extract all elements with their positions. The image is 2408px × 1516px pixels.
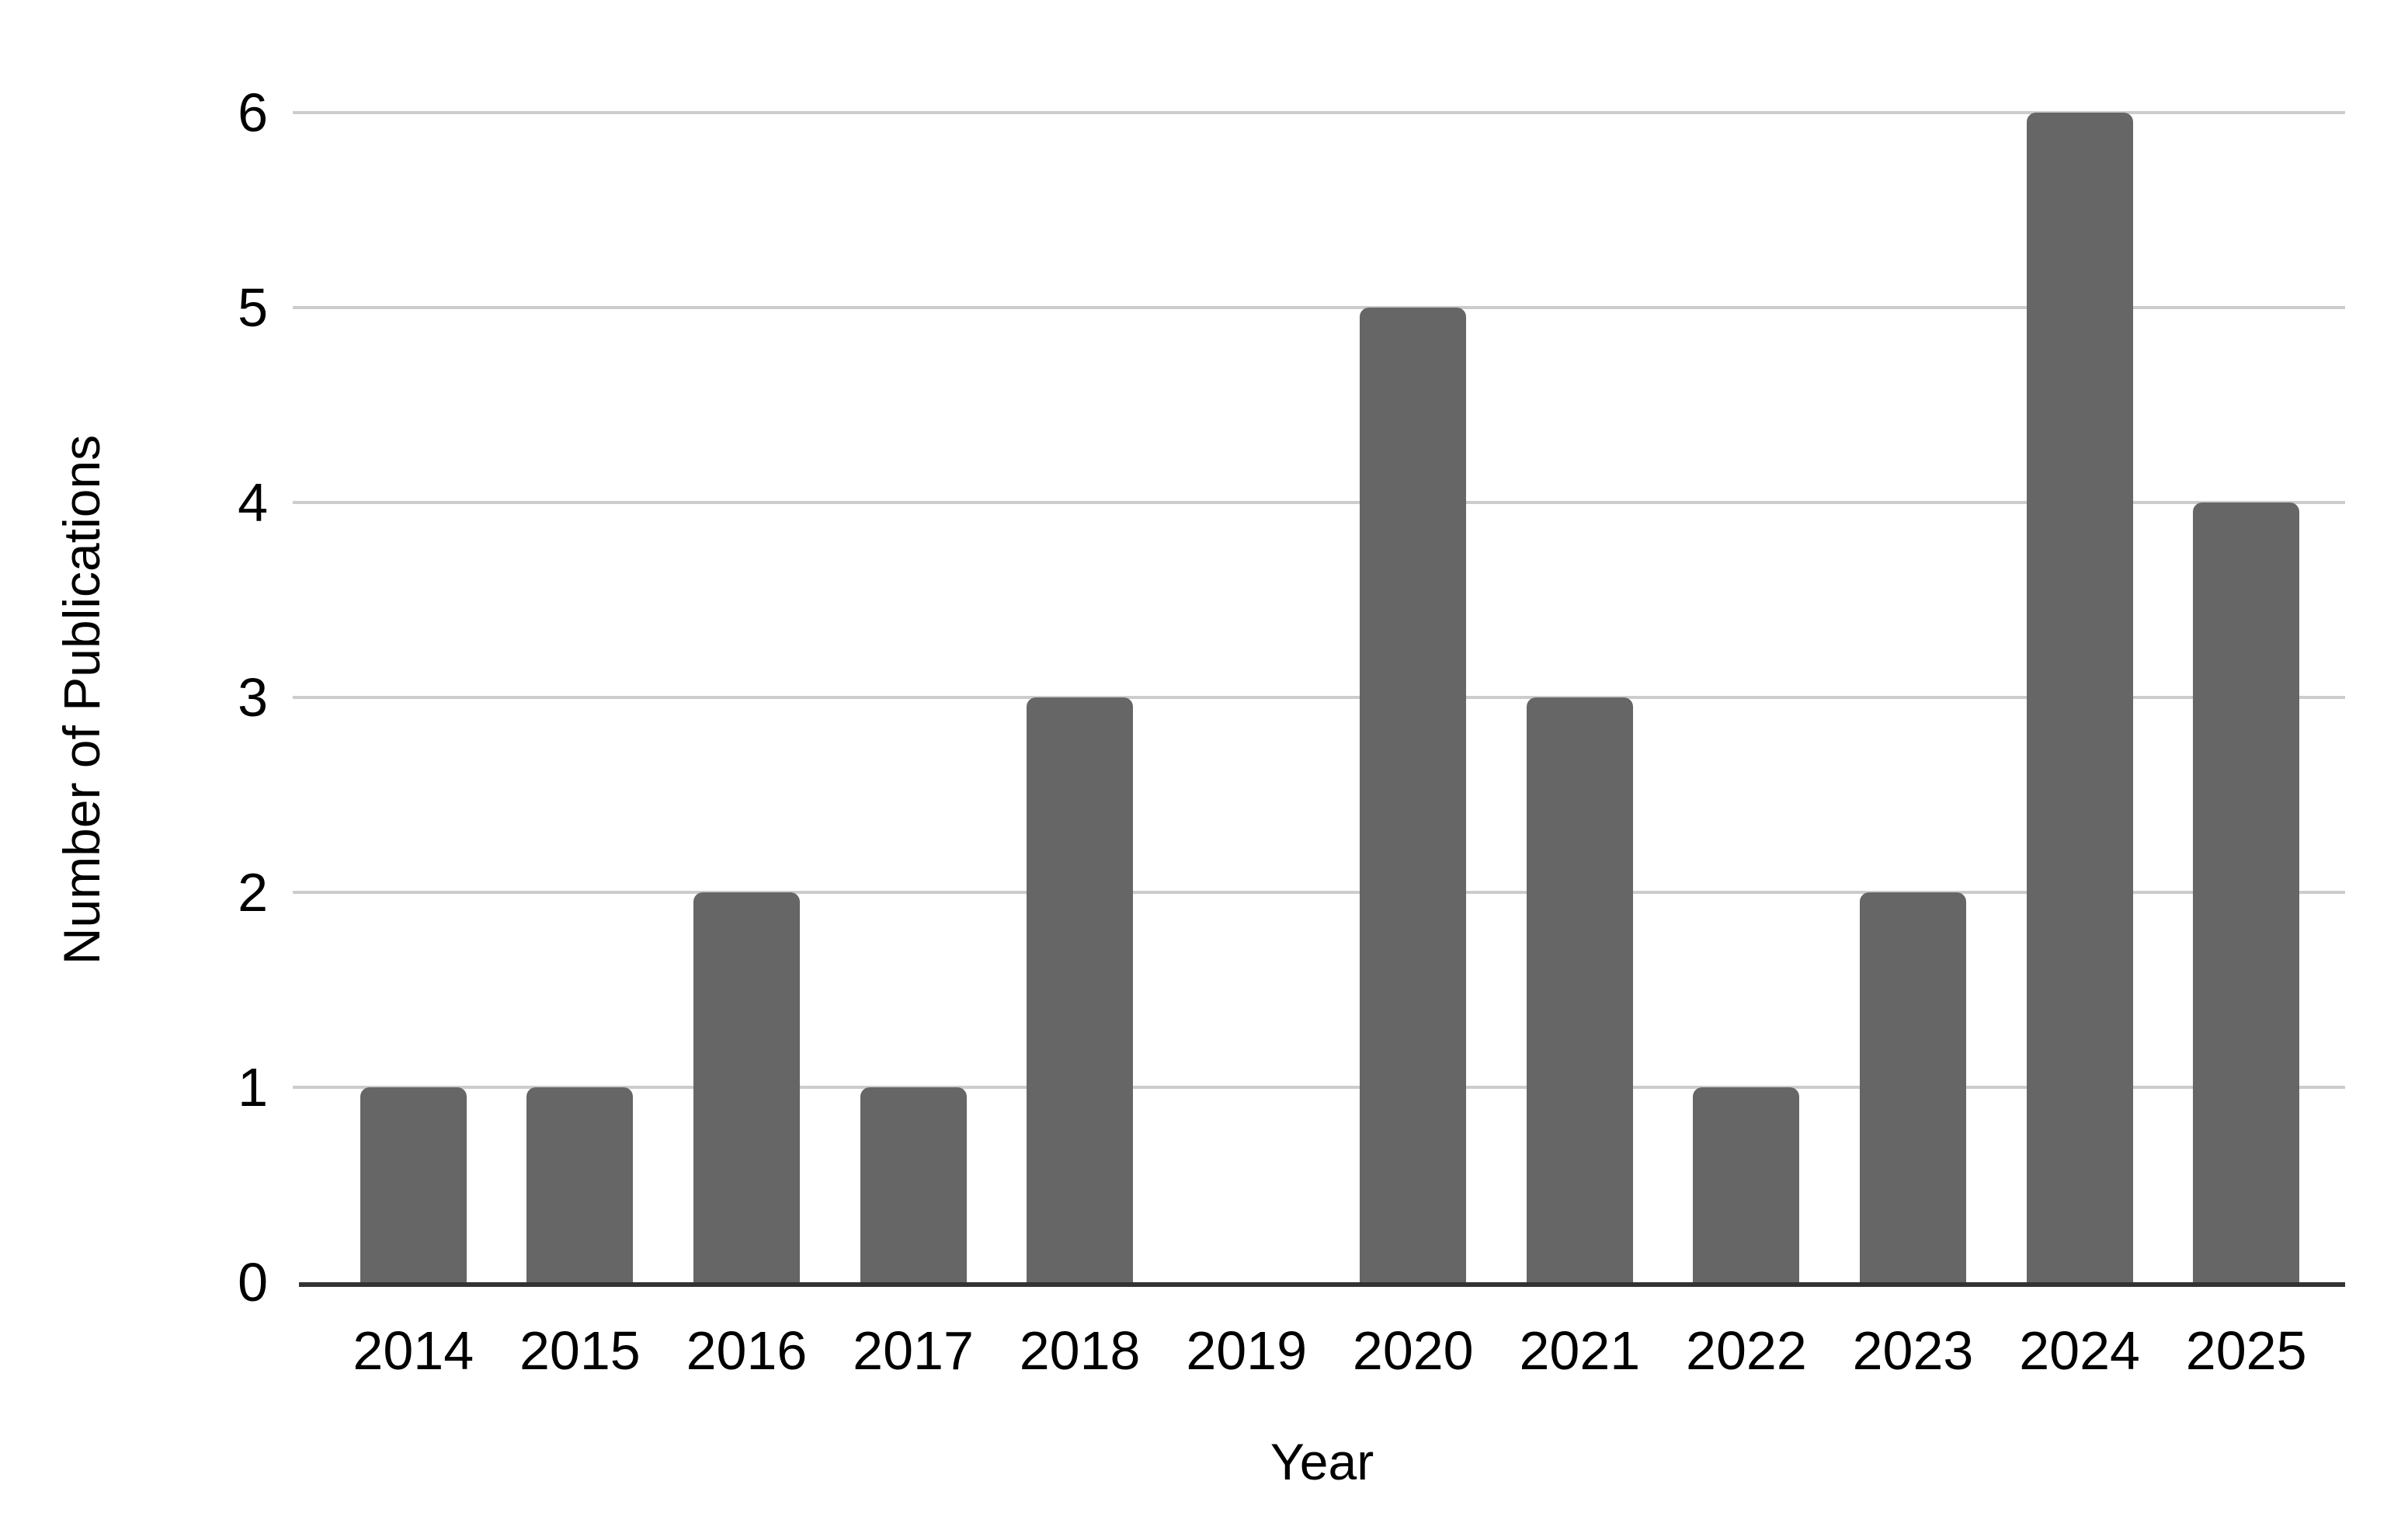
x-tick-label-2023: 2023 — [1852, 1320, 1974, 1381]
y-tick-label-6: 6 — [238, 82, 268, 143]
gridline-y-1 — [293, 1086, 2345, 1089]
x-tick-label-2019: 2019 — [1186, 1320, 1308, 1381]
bar-column-2025 — [2163, 113, 2330, 1282]
gridline-y-4 — [293, 500, 2345, 504]
x-tick-label-2021: 2021 — [1519, 1320, 1641, 1381]
x-axis-title: Year — [1270, 1433, 1374, 1490]
bar-2016 — [693, 892, 800, 1282]
x-tick-label-2020: 2020 — [1352, 1320, 1474, 1381]
bar-2025 — [2193, 502, 2300, 1282]
bar-column-2021 — [1496, 113, 1663, 1282]
plot-area: 0 1 2 3 4 5 6 2014 2015 2016 2017 2018 2019 2020 2021… — [238, 82, 2345, 1381]
y-tick-label-2: 2 — [238, 861, 268, 923]
x-tick-label-2017: 2017 — [853, 1320, 974, 1381]
bar-2021 — [1526, 697, 1633, 1282]
bar-column-2014 — [330, 113, 497, 1282]
x-tick-label-2016: 2016 — [686, 1320, 808, 1381]
x-tick-label-2024: 2024 — [2019, 1320, 2140, 1381]
bar-column-2015 — [497, 113, 664, 1282]
x-tick-label-2025: 2025 — [2185, 1320, 2307, 1381]
bar-column-2022 — [1663, 113, 1830, 1282]
bar-column-2017 — [830, 113, 997, 1282]
gridline-y-3 — [293, 696, 2345, 699]
bar-column-2024 — [1996, 113, 2163, 1282]
bar-2024 — [2026, 113, 2133, 1282]
y-tick-label-3: 3 — [238, 667, 268, 728]
bar-column-2023 — [1829, 113, 1996, 1282]
x-tick-label-2018: 2018 — [1019, 1320, 1141, 1381]
bar-2017 — [860, 1087, 967, 1282]
bar-2023 — [1859, 892, 1966, 1282]
bar-column-2019 — [1163, 113, 1330, 1282]
x-tick-label-2015: 2015 — [519, 1320, 641, 1381]
bar-2015 — [526, 1087, 634, 1282]
gridline-y-2 — [293, 890, 2345, 894]
bar-2022 — [1693, 1087, 1800, 1282]
x-tick-label-2022: 2022 — [1686, 1320, 1807, 1381]
gridline-y-6 — [293, 111, 2345, 114]
y-tick-label-5: 5 — [238, 276, 268, 338]
x-tick-labels: 2014 2015 2016 2017 2018 2019 2020 2021 2022 2023… — [299, 1320, 2345, 1382]
x-tick-label-2014: 2014 — [353, 1320, 474, 1381]
bar-column-2016 — [663, 113, 830, 1282]
y-tick-label-1: 1 — [238, 1057, 268, 1118]
bar-2018 — [1027, 697, 1134, 1282]
y-axis-title: Number of Publications — [53, 434, 110, 965]
bar-2020 — [1360, 308, 1467, 1282]
gridline-y-5 — [293, 305, 2345, 309]
y-tick-label-0: 0 — [238, 1252, 268, 1313]
gridlines — [293, 111, 2345, 1282]
y-tick-labels: 0 1 2 3 4 5 6 — [128, 82, 268, 1313]
y-tick-label-4: 4 — [238, 471, 268, 533]
bar-2014 — [360, 1087, 467, 1282]
bars — [299, 113, 2345, 1282]
bar-column-2020 — [1329, 113, 1496, 1282]
bar-column-2018 — [996, 113, 1163, 1282]
